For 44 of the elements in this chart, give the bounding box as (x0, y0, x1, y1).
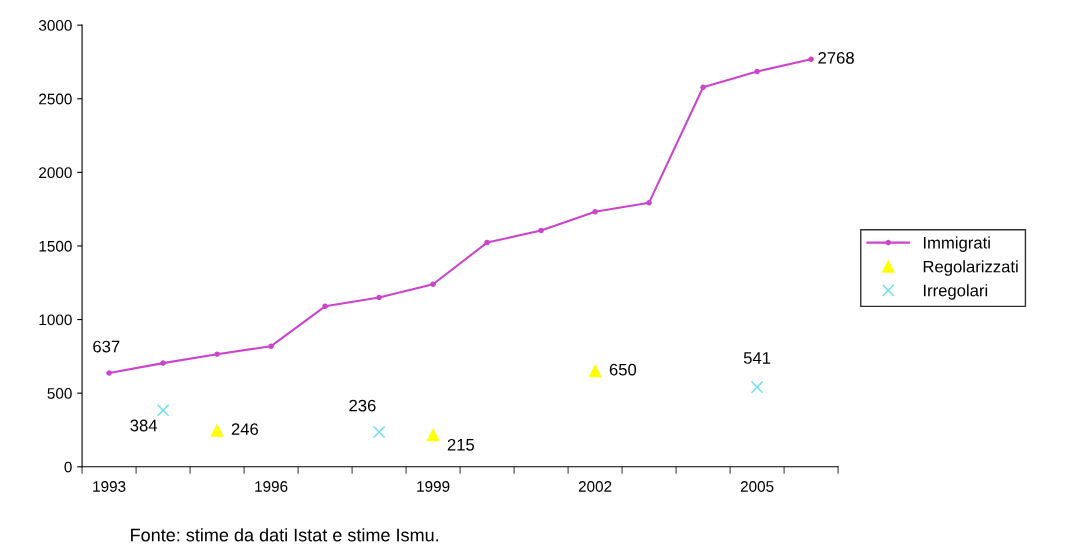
data-label: 236 (349, 399, 376, 412)
data-label: 650 (609, 363, 637, 376)
point (808, 56, 814, 63)
point (750, 380, 764, 394)
point (322, 303, 328, 310)
legend-label: Regolarizzati (923, 260, 1018, 276)
point (214, 351, 220, 357)
point (160, 360, 166, 366)
x-tick-label: 1999 (417, 481, 450, 492)
point (430, 281, 436, 288)
source-note: Fonte: stime da dati Istat e stime Ismu. (131, 528, 439, 542)
x-tick-label: 2002 (578, 481, 612, 492)
point (372, 425, 386, 439)
point (700, 84, 706, 91)
data-label: 637 (93, 340, 120, 353)
y-tick-label: 3000 (38, 20, 72, 31)
point (484, 239, 490, 246)
x-tick-label: 2005 (740, 481, 774, 492)
y-tick-label: 1500 (39, 240, 72, 252)
y-tick-label: 2000 (39, 167, 72, 179)
point (588, 364, 602, 378)
point (592, 208, 598, 215)
point (646, 199, 652, 206)
point (426, 428, 440, 442)
y-tick-label: 0 (64, 461, 72, 473)
data-label: 246 (231, 423, 259, 436)
x-tick-label: 1993 (93, 481, 126, 492)
point (210, 424, 224, 437)
y-tick-label: 1000 (39, 314, 72, 326)
legend-label: Immigrati (923, 236, 990, 252)
y-tick-label: 2500 (39, 93, 72, 105)
point (754, 68, 760, 75)
y-tick-label: 500 (47, 388, 72, 399)
legend-label: Irregolari (923, 284, 988, 300)
point (156, 403, 170, 417)
point (106, 370, 112, 376)
point (538, 227, 544, 234)
data-label: 215 (447, 438, 475, 451)
x-tick-label: 1996 (255, 481, 288, 492)
data-label: 384 (130, 419, 158, 432)
data-label: 2768 (818, 51, 854, 64)
point (268, 343, 274, 349)
data-label: 541 (743, 352, 771, 364)
point (376, 294, 382, 301)
